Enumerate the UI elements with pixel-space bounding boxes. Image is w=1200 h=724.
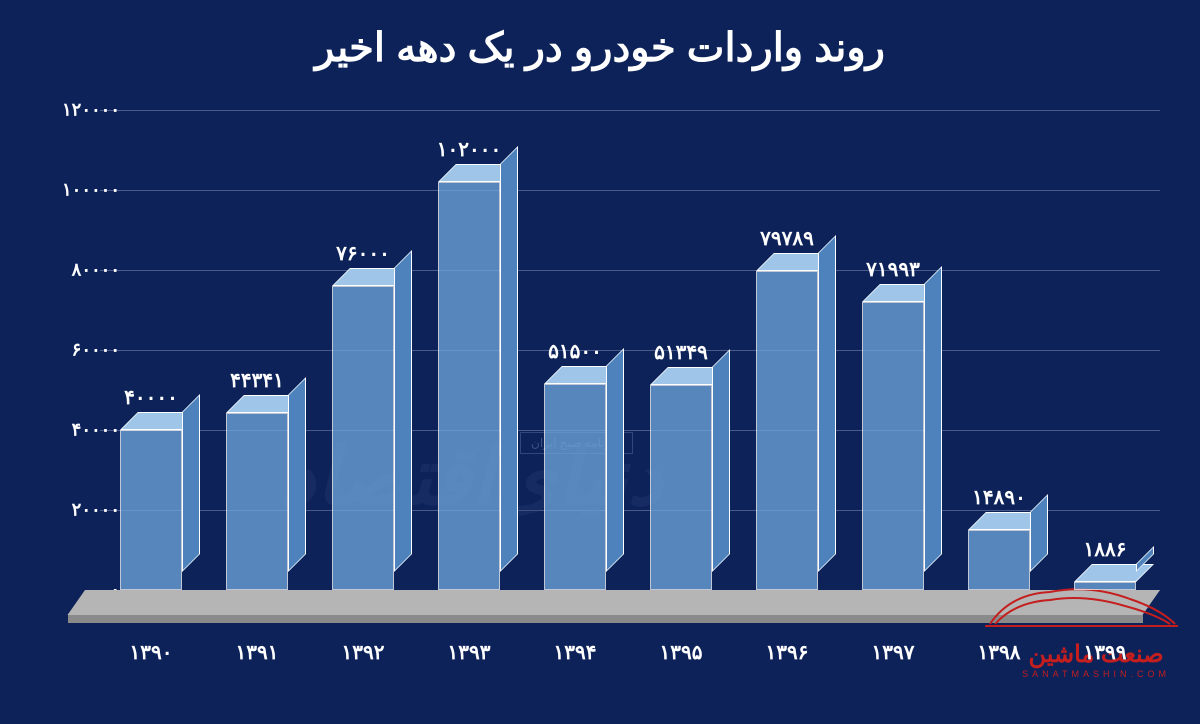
xtick: ۱۳۹۲: [313, 640, 413, 665]
bar: ۴۴۳۴۱: [226, 413, 288, 590]
xtick: ۱۳۹۵: [631, 640, 731, 665]
chart-title: روند واردات خودرو در یک دهه اخیر: [0, 25, 1200, 71]
xtick: ۱۳۹۶: [737, 640, 837, 665]
bar: ۷۹۷۸۹: [756, 271, 818, 590]
bar-value-label: ۷۶۰۰۰: [303, 241, 423, 266]
bar-value-label: ۵۱۵۰۰: [515, 339, 635, 364]
bar: ۱۸۸۶: [1074, 582, 1136, 590]
bar-value-label: ۱۴۸۹۰: [939, 485, 1059, 510]
bar: ۱۰۲۰۰۰: [438, 182, 500, 590]
logo-subtext: SANATMASHIN.COM: [1022, 669, 1170, 679]
xtick: ۱۳۹۱: [207, 640, 307, 665]
bar-value-label: ۱۰۲۰۰۰: [409, 137, 529, 162]
bar-value-label: ۴۴۳۴۱: [197, 368, 317, 393]
xtick: ۱۳۹۸: [949, 640, 1049, 665]
bar: ۷۱۹۹۳: [862, 302, 924, 590]
bar: ۵۱۳۴۹: [650, 385, 712, 590]
bar: ۷۶۰۰۰: [332, 286, 394, 590]
xtick: ۱۳۹۹: [1055, 640, 1155, 665]
xtick: ۱۳۹۷: [843, 640, 943, 665]
bar-value-label: ۱۸۸۶: [1045, 537, 1165, 562]
bar: ۴۰۰۰۰: [120, 430, 182, 590]
bar-value-label: ۷۱۹۹۳: [833, 257, 953, 282]
bar-value-label: ۴۰۰۰۰: [91, 385, 211, 410]
xtick: ۱۳۹۰: [101, 640, 201, 665]
bar-value-label: ۵۱۳۴۹: [621, 340, 741, 365]
xtick: ۱۳۹۴: [525, 640, 625, 665]
bar: ۱۴۸۹۰: [968, 530, 1030, 590]
bars-container: ۴۰۰۰۰۴۴۳۴۱۷۶۰۰۰۱۰۲۰۰۰۵۱۵۰۰۵۱۳۴۹۷۹۷۸۹۷۱۹۹…: [100, 110, 1160, 590]
bar-value-label: ۷۹۷۸۹: [727, 226, 847, 251]
xtick: ۱۳۹۳: [419, 640, 519, 665]
bar: ۵۱۵۰۰: [544, 384, 606, 590]
